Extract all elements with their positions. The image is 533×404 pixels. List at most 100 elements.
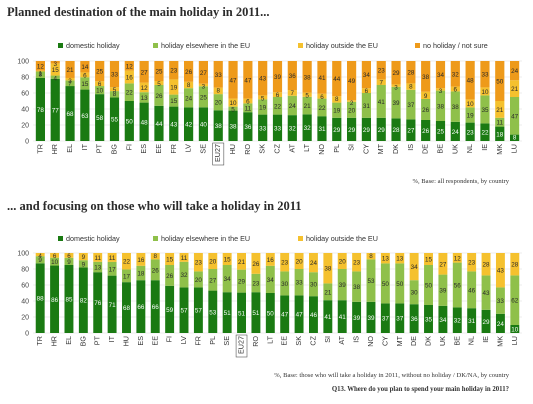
- category-label: CZ: [308, 335, 317, 345]
- bar-segment: [183, 81, 194, 89]
- category-label: DK: [391, 144, 400, 154]
- category-label: IT: [107, 335, 116, 342]
- bar-segment: [243, 112, 253, 141]
- bar-segment: [467, 253, 477, 272]
- data-label: 11: [496, 120, 503, 127]
- legend-item: holiday outside the EU: [298, 234, 398, 243]
- data-label: 50: [382, 281, 390, 288]
- data-label: 13: [94, 265, 102, 272]
- category-label: IS: [406, 144, 415, 151]
- bar-segment: [495, 126, 505, 141]
- bar-segment: [380, 263, 390, 304]
- data-label: 6: [83, 72, 87, 79]
- data-label: 71: [109, 302, 117, 309]
- bar-segment: [361, 93, 372, 118]
- bar-segment: [346, 101, 357, 118]
- data-label: 29: [363, 127, 371, 134]
- bar-segment: [213, 110, 223, 141]
- data-label: 39: [439, 288, 447, 295]
- bar-segment: [93, 261, 103, 273]
- data-label: 9: [82, 261, 86, 268]
- bar-segment: [35, 253, 45, 257]
- data-label: 31: [468, 318, 476, 325]
- data-label: 32: [452, 71, 460, 78]
- legend-item: domestic holiday: [58, 41, 153, 50]
- bar-segment: [78, 253, 88, 261]
- bar-segment: [280, 271, 290, 296]
- data-label: 33: [497, 298, 505, 305]
- category-label: NO: [366, 336, 375, 347]
- category-label: TR: [35, 144, 44, 154]
- data-label: 39: [367, 315, 375, 322]
- data-label: 38: [304, 74, 312, 81]
- data-label: 5: [305, 93, 309, 100]
- data-label: 43: [483, 290, 491, 297]
- data-label: 24: [310, 260, 318, 267]
- bar-segment: [391, 118, 401, 141]
- data-label: 27: [141, 69, 149, 76]
- bar-segment: [179, 261, 189, 288]
- y-tick-label: 0: [25, 139, 29, 146]
- data-label: 10: [511, 327, 519, 334]
- data-label: 33: [274, 125, 282, 132]
- category-label: DE: [409, 336, 418, 346]
- bar-segment: [323, 300, 333, 333]
- data-label: 22: [123, 259, 131, 266]
- bar-segment: [169, 94, 179, 107]
- bar-segment: [107, 275, 117, 333]
- category-label: EL: [64, 336, 73, 345]
- bar-segment: [287, 90, 297, 96]
- bar-segment: [395, 253, 405, 264]
- bar-segment: [237, 269, 247, 293]
- bar-segment: [509, 61, 520, 81]
- data-label: 6: [320, 94, 324, 101]
- bar-segment: [294, 253, 304, 269]
- data-label: 8: [216, 88, 220, 95]
- data-label: 47: [281, 312, 289, 319]
- legend-item: no holiday / not sure: [415, 41, 515, 50]
- data-label: 13: [382, 256, 390, 263]
- bar-segment: [228, 110, 238, 141]
- bar-segment: [510, 275, 520, 325]
- bar-segment: [346, 100, 357, 102]
- y-tick-label: 80: [21, 267, 29, 274]
- data-label: 6: [365, 88, 369, 95]
- y-tick-label: 100: [17, 251, 29, 258]
- data-label: 10: [481, 89, 489, 96]
- bar-segment: [465, 122, 475, 141]
- data-label: 25: [200, 94, 208, 101]
- data-label: 5: [157, 81, 161, 88]
- chart2-plot: 0204060801008894TR86106HR8596EL8299BG761…: [17, 251, 522, 358]
- bar-segment: [467, 271, 477, 309]
- data-label: 40: [200, 122, 208, 129]
- data-label: 31: [318, 126, 326, 133]
- data-label: 35: [481, 107, 489, 114]
- bar-segment: [510, 325, 520, 333]
- legend-swatch: [58, 236, 63, 241]
- bar-segment: [280, 295, 290, 333]
- data-label: 24: [497, 321, 505, 328]
- data-label: 11: [109, 255, 116, 262]
- data-label: 32: [181, 272, 189, 279]
- data-label: 20: [339, 259, 347, 266]
- data-label: 5: [261, 95, 265, 102]
- bar-segment: [50, 78, 60, 141]
- bar-segment: [183, 61, 194, 82]
- legend-label: domestic holiday: [66, 41, 120, 50]
- bar-segment: [435, 88, 446, 91]
- data-label: 39: [339, 282, 347, 289]
- bar-segment: [193, 253, 203, 272]
- data-label: 68: [123, 305, 131, 312]
- data-label: 47: [230, 77, 238, 84]
- category-label: MK: [495, 336, 504, 347]
- bar-segment: [243, 61, 253, 99]
- category-label: EE: [280, 336, 289, 346]
- bar-segment: [208, 290, 218, 333]
- bar-segment: [222, 265, 232, 293]
- bar-segment: [150, 280, 160, 333]
- category-label: HU: [228, 144, 237, 154]
- data-label: 6: [246, 99, 250, 106]
- category-label: SK: [294, 336, 303, 346]
- category-label: FR: [193, 336, 202, 346]
- bar-segment: [376, 117, 386, 141]
